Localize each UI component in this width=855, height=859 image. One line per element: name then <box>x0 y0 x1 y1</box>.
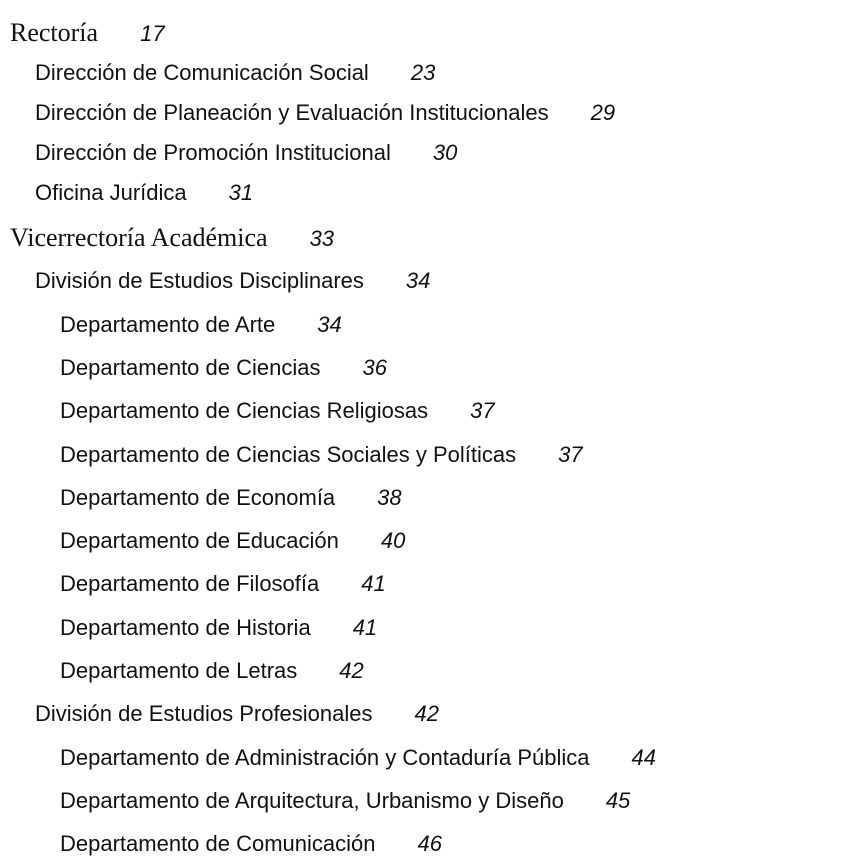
entry-title: Departamento de Arquitectura, Urbanismo … <box>60 787 564 813</box>
page-number: 36 <box>362 354 387 380</box>
toc-entry: División de Estudios Disciplinares 34 <box>35 270 430 292</box>
entry-title: Rectoría <box>10 18 99 47</box>
entry-title: Departamento de Historia <box>60 614 311 640</box>
page-number: 38 <box>377 484 402 510</box>
page-number: 42 <box>414 701 439 727</box>
toc-entry: Departamento de Ciencias Religiosas 37 <box>60 400 495 422</box>
toc-entry: Departamento de Arquitectura, Urbanismo … <box>60 787 631 813</box>
page-number: 37 <box>470 398 495 424</box>
toc-entry: Oficina Jurídica 31 <box>35 182 253 204</box>
entry-title: Departamento de Economía <box>60 484 336 510</box>
page-number: 30 <box>432 140 458 165</box>
entry-title: División de Estudios Profesionales <box>35 701 373 727</box>
page-number: 33 <box>309 226 335 251</box>
toc-entry: Departamento de Educación 40 <box>60 530 405 552</box>
toc-entry: Departamento de Ciencias 36 <box>60 354 387 380</box>
entry-title: Departamento de Comunicación <box>60 831 376 857</box>
page-number: 34 <box>317 311 342 337</box>
page-number: 40 <box>380 528 406 554</box>
toc-entry: Departamento de Historia 41 <box>60 614 378 640</box>
page-number: 41 <box>361 571 386 597</box>
page-number: 46 <box>417 831 442 857</box>
entry-title: Departamento de Filosofía <box>60 571 320 597</box>
toc-entry: Departamento de Filosofía 41 <box>60 573 386 595</box>
entry-title: Dirección de Planeación y Evaluación Ins… <box>35 100 549 125</box>
toc-entry: Departamento de Letras 42 <box>60 660 364 682</box>
entry-title: Oficina Jurídica <box>35 180 187 205</box>
entry-title: Dirección de Promoción Institucional <box>35 140 391 165</box>
entry-title: Departamento de Ciencias Sociales y Polí… <box>60 441 517 467</box>
entry-title: Departamento de Administración y Contadu… <box>60 744 590 770</box>
toc-entry: Departamento de Arte 34 <box>60 311 342 337</box>
toc-entry: Departamento de Administración y Contadu… <box>60 744 656 770</box>
entry-title: Departamento de Ciencias Religiosas <box>60 398 429 424</box>
toc-entry: Departamento de Comunicación 46 <box>60 833 442 855</box>
toc-entry: Dirección de Promoción Institucional 30 <box>35 142 457 164</box>
page-number: 34 <box>405 268 431 294</box>
page-number: 41 <box>352 614 378 640</box>
toc-entry: Dirección de Comunicación Social 23 <box>35 62 435 84</box>
entry-title: Departamento de Arte <box>60 311 276 337</box>
toc-entry: Departamento de Economía 38 <box>60 484 402 510</box>
page-number: 45 <box>605 787 631 813</box>
page-number: 17 <box>140 21 165 46</box>
entry-title: Vicerrectoría Académica <box>10 223 268 252</box>
toc-entry: Rectoría 17 <box>10 20 165 46</box>
toc-entry: Dirección de Planeación y Evaluación Ins… <box>35 102 615 124</box>
page-number: 31 <box>228 180 254 205</box>
entry-title: Departamento de Ciencias <box>60 354 321 380</box>
entry-title: Departamento de Educación <box>60 528 339 554</box>
entry-title: División de Estudios Disciplinares <box>35 268 364 294</box>
page-number: 29 <box>590 100 616 125</box>
toc-entry: Vicerrectoría Académica 33 <box>10 225 334 251</box>
toc-entry: División de Estudios Profesionales 42 <box>35 703 439 725</box>
page-number: 42 <box>339 658 364 683</box>
entry-title: Dirección de Comunicación Social <box>35 60 369 85</box>
page-number: 23 <box>410 60 436 85</box>
toc-entry: Departamento de Ciencias Sociales y Polí… <box>60 441 583 467</box>
entry-title: Departamento de Letras <box>60 658 298 683</box>
page-number: 44 <box>631 744 656 770</box>
page-number: 37 <box>558 441 583 467</box>
